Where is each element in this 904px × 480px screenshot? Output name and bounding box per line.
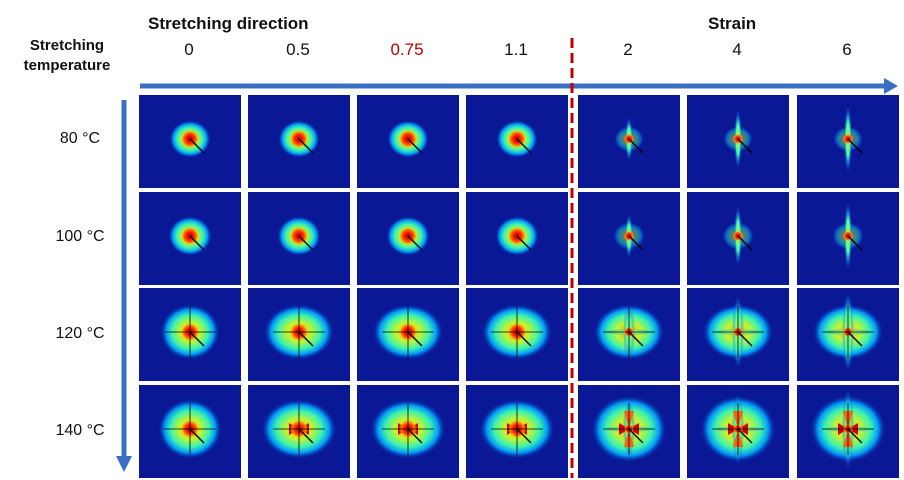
temperature-label: 100 °C xyxy=(55,228,105,245)
temperature-label: 140 °C xyxy=(55,422,105,439)
scattering-pattern xyxy=(810,389,886,469)
scattering-pattern xyxy=(261,399,337,459)
pattern-cell xyxy=(687,288,789,381)
pattern-cell xyxy=(357,288,459,381)
pattern-cell xyxy=(466,192,568,285)
strain-label: 1.1 xyxy=(504,40,528,59)
strain-title: Strain xyxy=(708,14,757,33)
row-axis-title: Stretching temperature xyxy=(6,36,128,76)
scattering-pattern xyxy=(278,120,320,158)
scattering-pattern xyxy=(832,202,864,270)
scattering-pattern xyxy=(386,216,430,256)
pattern-cell xyxy=(687,385,789,478)
pattern-cell xyxy=(248,192,350,285)
stretching-direction-title: Stretching direction xyxy=(148,14,309,33)
scattering-pattern xyxy=(277,216,321,256)
strain-label: 0.5 xyxy=(286,40,310,59)
arrow-down-icon-head xyxy=(116,456,132,472)
pattern-cell xyxy=(578,95,680,188)
pattern-cell xyxy=(797,385,899,478)
pattern-cell xyxy=(139,95,241,188)
pattern-cell xyxy=(466,95,568,188)
pattern-cell xyxy=(466,385,568,478)
pattern-cell xyxy=(357,95,459,188)
strain-label: 2 xyxy=(623,40,633,59)
scattering-pattern xyxy=(614,117,644,161)
scattering-pattern xyxy=(168,216,212,256)
scattering-pattern xyxy=(812,292,884,372)
pattern-cell xyxy=(687,192,789,285)
arrow-right-icon-head xyxy=(884,78,898,94)
scattering-pattern xyxy=(496,120,538,158)
pattern-cell xyxy=(139,192,241,285)
pattern-cell xyxy=(357,192,459,285)
scattering-pattern xyxy=(495,216,539,256)
pattern-cell xyxy=(578,192,680,285)
temperature-label: 120 °C xyxy=(55,325,105,342)
pattern-cell xyxy=(797,288,899,381)
pattern-cell xyxy=(248,385,350,478)
pattern-cell xyxy=(139,385,241,478)
temperature-label: 80 °C xyxy=(59,130,101,147)
scattering-pattern xyxy=(160,304,220,360)
scattering-pattern xyxy=(722,206,754,266)
pattern-cell xyxy=(248,95,350,188)
scattering-pattern xyxy=(613,214,645,258)
scattering-pattern xyxy=(169,120,211,158)
strain-label: 4 xyxy=(732,40,742,59)
pattern-cell xyxy=(357,385,459,478)
scattering-pattern xyxy=(263,304,335,360)
strain-label: 6 xyxy=(842,40,852,59)
pattern-cell xyxy=(466,288,568,381)
pattern-cell xyxy=(797,192,899,285)
pattern-cell xyxy=(797,95,899,188)
pattern-cell xyxy=(248,288,350,381)
row-axis-title-line1: Stretching xyxy=(29,37,105,54)
scattering-pattern xyxy=(481,304,553,360)
pattern-cell xyxy=(687,95,789,188)
scattering-pattern xyxy=(158,399,222,459)
scattering-pattern xyxy=(702,296,774,368)
scattering-pattern xyxy=(387,120,429,158)
strain-label: 0 xyxy=(184,40,194,59)
strain-label-highlighted: 0.75 xyxy=(390,40,424,59)
scattering-pattern xyxy=(700,393,776,465)
pattern-cell xyxy=(139,288,241,381)
pattern-cell xyxy=(578,385,680,478)
scattering-pattern xyxy=(479,399,555,459)
scattering-pattern xyxy=(593,304,665,360)
scattering-pattern xyxy=(370,399,446,459)
scattering-pattern xyxy=(723,109,753,169)
pattern-cell xyxy=(578,288,680,381)
row-axis-title-line2: temperature xyxy=(23,57,111,74)
scattering-pattern xyxy=(372,304,444,360)
scattering-pattern xyxy=(591,395,667,463)
scattering-pattern xyxy=(833,105,863,173)
